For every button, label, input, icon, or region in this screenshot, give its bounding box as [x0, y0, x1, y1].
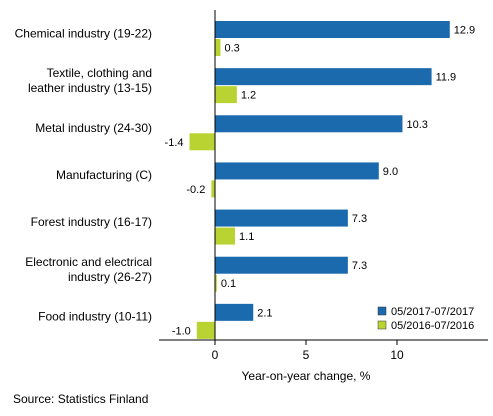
data-label: 7.3: [352, 213, 367, 225]
category-label: Textile, clothing and leather industry (1…: [28, 66, 152, 95]
category-label: Food industry (10-11): [38, 309, 152, 323]
legend-swatch: [377, 320, 387, 330]
bar-series-1: [215, 68, 432, 86]
x-tick-label: 5: [303, 348, 310, 362]
category-label-line: Food industry (10-11): [38, 309, 152, 323]
category-label: Manufacturing (C): [56, 168, 152, 182]
source-note: Source: Statistics Finland: [13, 392, 149, 406]
bar-series-2: [215, 39, 221, 56]
bar-series-2: [196, 321, 215, 339]
bar-series-1: [215, 256, 348, 274]
data-label: 12.9: [454, 25, 475, 37]
bar-series-2: [211, 180, 215, 198]
bar-series-1: [215, 21, 450, 38]
data-label: 0.3: [224, 43, 239, 55]
category-label: Chemical industry (19-22): [15, 27, 152, 41]
data-label: 10.3: [406, 119, 427, 131]
data-label: -1.4: [165, 137, 184, 149]
data-label: 11.9: [436, 72, 457, 84]
x-tick-label: 0: [212, 348, 219, 362]
category-label-line: Manufacturing (C): [56, 168, 152, 182]
data-label: 9.0: [383, 166, 398, 178]
category-label-line: Chemical industry (19-22): [15, 27, 152, 41]
legend-label: 05/2016-07/2016: [391, 320, 474, 332]
category-label-line: industry (26-27): [68, 270, 152, 284]
bar-series-1: [215, 162, 379, 180]
category-label-line: Forest industry (16-17): [31, 215, 152, 229]
category-label-line: Metal industry (24-30): [35, 121, 152, 135]
bar-series-1: [215, 209, 348, 227]
category-label-line: Textile, clothing and: [47, 66, 152, 80]
data-label: -0.2: [186, 184, 205, 196]
category-label-line: Electronic and electrical: [25, 255, 152, 269]
category-label-line: leather industry (13-15): [28, 81, 152, 95]
legend-label: 05/2017-07/2017: [391, 306, 474, 318]
category-label: Metal industry (24-30): [35, 121, 152, 135]
bar-series-2: [215, 86, 237, 104]
data-label: -1.0: [172, 325, 191, 337]
legend-swatch: [377, 306, 387, 316]
data-label: 1.1: [239, 231, 254, 243]
bar-series-1: [215, 115, 403, 133]
bar-series-2: [215, 227, 236, 245]
data-label: 2.1: [257, 307, 272, 319]
x-tick-label: 10: [390, 348, 404, 362]
data-label: 0.1: [221, 278, 236, 290]
category-label: Forest industry (16-17): [31, 215, 152, 229]
bar-series-2: [215, 274, 217, 292]
data-label: 7.3: [352, 260, 367, 272]
x-axis-title: Year-on-year change, %: [242, 369, 371, 383]
bar-series-2: [189, 133, 215, 151]
bar-series-1: [215, 303, 254, 321]
category-label: Electronic and electrical industry (26-27…: [25, 255, 152, 284]
data-label: 1.2: [241, 90, 256, 102]
